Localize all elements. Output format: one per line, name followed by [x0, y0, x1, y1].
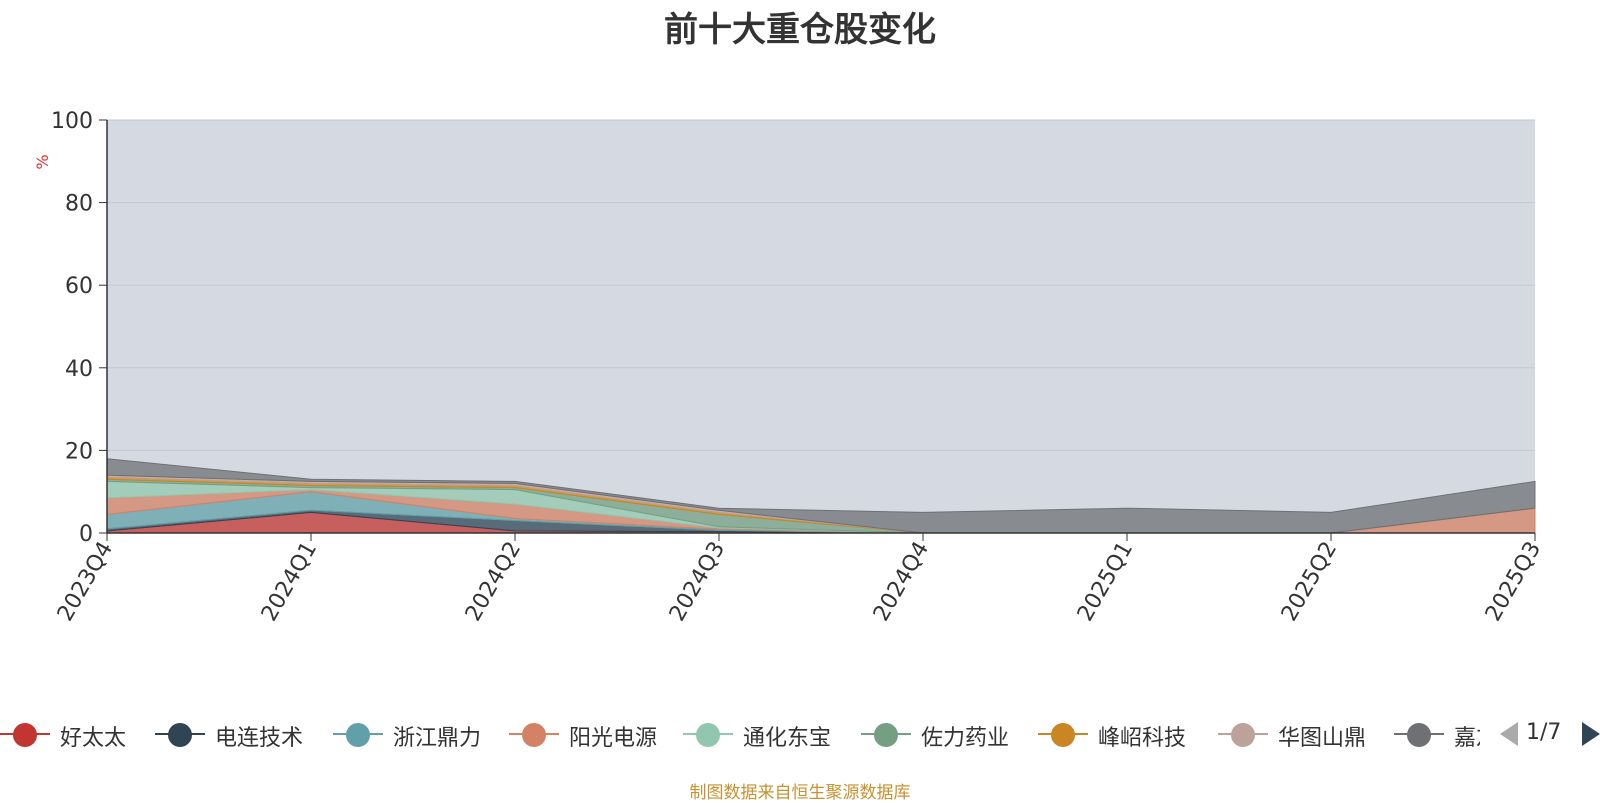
legend-label: 嘉友国际 — [1454, 726, 1480, 751]
legend-label: 通化东宝 — [743, 726, 832, 751]
x-tick-label: 2023Q4 — [53, 538, 118, 626]
legend-circle-icon — [874, 723, 898, 747]
x-tick-label: 2024Q2 — [461, 538, 526, 626]
legend-circle-icon — [346, 723, 370, 747]
legend-pager: 1/7 — [1500, 714, 1600, 754]
previous-page-arrow-icon[interactable] — [1500, 722, 1518, 746]
stacked-area-chart: 0 20 40 60 80 100 2023Q4 2024Q1 2024Q2 2024Q3 2024… — [33, 109, 1546, 626]
legend-circle-icon — [696, 723, 720, 747]
legend-label: 好太太 — [60, 726, 127, 751]
y-axis-label: % — [33, 154, 52, 169]
legend-label: 电连技术 — [215, 726, 304, 751]
legend-circle-icon — [1231, 723, 1255, 747]
y-tick-label: 100 — [51, 109, 93, 134]
series-area-9 — [106, 458, 1536, 534]
y-tick-label: 60 — [65, 274, 93, 299]
y-tick-label: 20 — [65, 439, 93, 464]
plot-area-background — [107, 120, 1535, 533]
y-tick-label: 40 — [65, 357, 93, 382]
legend-label: 佐力药业 — [921, 726, 1010, 751]
next-page-arrow-icon[interactable] — [1582, 722, 1600, 746]
y-tick-label: 0 — [79, 522, 93, 547]
legend-circle-icon — [168, 723, 192, 747]
x-tick-label: 2024Q4 — [869, 538, 934, 626]
x-tick-label: 2025Q1 — [1073, 538, 1138, 626]
legend-circle-icon — [1051, 723, 1075, 747]
legend-label: 阳光电源 — [569, 726, 658, 751]
legend-circle-icon — [1407, 723, 1431, 747]
x-tick-label: 2024Q1 — [257, 538, 322, 626]
x-tick-label: 2024Q3 — [665, 538, 730, 626]
x-tick-label: 2025Q3 — [1481, 538, 1546, 626]
legend-label: 华图山鼎 — [1278, 726, 1367, 751]
legend-circle-icon — [522, 723, 546, 747]
legend-circle-icon — [13, 723, 37, 747]
legend-label: 峰岹科技 — [1098, 726, 1187, 751]
data-source-note: 制图数据来自恒生聚源数据库 — [689, 783, 911, 803]
y-tick-label: 80 — [65, 192, 93, 217]
legend-page-indicator: 1/7 — [1526, 720, 1562, 745]
chart-legend: 好太太 电连技术 浙江鼎力 阳光电源 通化东宝 佐力药业 峰岹科技 华图山鼎 嘉友国际 — [0, 714, 1480, 754]
chart-title: 前十大重仓股变化 — [664, 10, 936, 50]
x-tick-label: 2025Q2 — [1277, 538, 1342, 626]
legend-label: 浙江鼎力 — [393, 726, 482, 751]
